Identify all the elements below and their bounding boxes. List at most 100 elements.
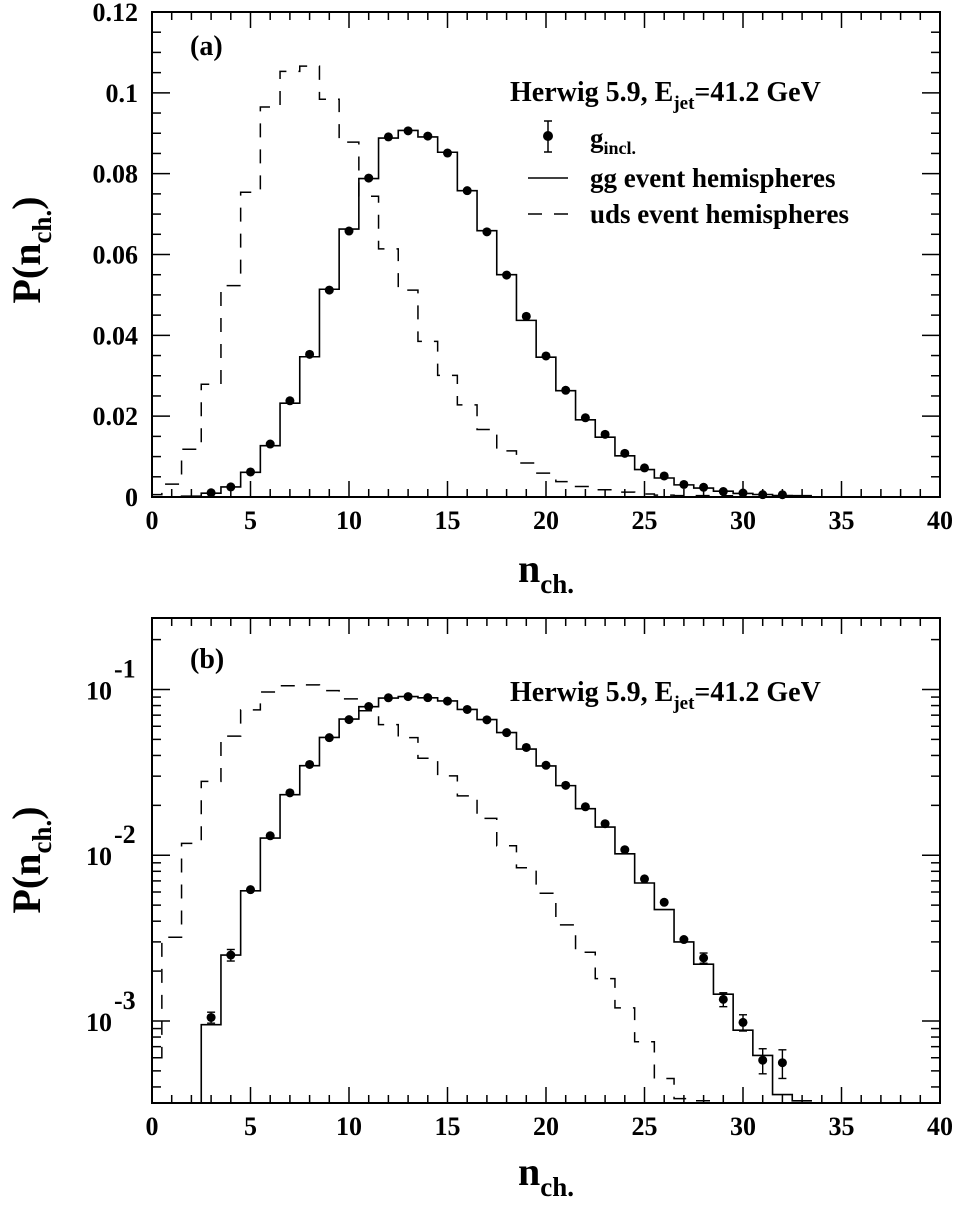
panel-a: 0 5 10 15 20 25 30 35 40 0 0.02 0.04 0.06 0.08 0.1 0.12…: [4, 0, 953, 599]
g-incl-point-b: [600, 819, 610, 829]
g-incl-point-b: [364, 702, 374, 712]
g-incl-point-a: [561, 385, 571, 395]
y-tick-label: 0.02: [93, 402, 139, 431]
legend-label-uds: uds event hemispheres: [590, 199, 849, 229]
g-incl-point-b: [699, 952, 709, 964]
panel-label-b: (b): [190, 644, 224, 675]
g-incl-point-b: [640, 874, 649, 884]
y-axis-title-b: P(nch.): [4, 806, 57, 913]
y-tick-label: 0.06: [93, 241, 139, 270]
g-incl-point-a: [482, 227, 492, 237]
panel-label-a: (a): [190, 31, 223, 62]
x-tick-label: 30: [730, 506, 756, 535]
g-incl-point-b: [324, 733, 334, 743]
g-incl-point-b: [246, 885, 255, 895]
series-b: [151, 684, 812, 1104]
g-incl-point-b: [679, 935, 689, 945]
y-tick-exponent: -3: [114, 986, 136, 1015]
g-incl-point-a: [718, 487, 728, 497]
g-incl-point-b: [226, 948, 236, 962]
x-tick-label: 15: [435, 1112, 461, 1141]
x-tick-label: 20: [533, 506, 559, 535]
x-tick-label: 40: [927, 506, 953, 535]
g-incl-point-a: [324, 285, 334, 295]
ticks-a: 0 5 10 15 20 25 30 35 40 0 0.02 0.04 0.06 0.08 0.1 0.12: [93, 0, 954, 535]
x-axis-title-b: nch.: [518, 1149, 574, 1202]
legend-item-gg: gg event hemispheres: [528, 163, 835, 193]
x-tick-label: 5: [244, 1112, 257, 1141]
y-tick-label: 0: [125, 483, 138, 512]
g-incl-point-b: [206, 1011, 216, 1024]
g-incl-point-a: [206, 488, 216, 498]
g-incl-point-b: [718, 992, 728, 1008]
g-incl-point-a: [462, 186, 472, 196]
g-incl-point-a: [541, 351, 551, 361]
g-incl-point-a: [777, 490, 787, 500]
g-incl-point-a: [620, 448, 630, 458]
g-incl-point-a: [659, 471, 669, 481]
g-incl-point-a: [383, 132, 393, 142]
g-incl-point-b: [482, 715, 492, 725]
x-tick-label: 25: [632, 506, 658, 535]
g-incl-point-b: [403, 692, 413, 702]
x-tick-label: 5: [244, 506, 257, 535]
g-incl-point-a: [738, 488, 748, 498]
y-tick-label: 10: [86, 676, 112, 705]
legend-label-g-incl: gincl.: [590, 123, 636, 158]
y-tick-label: 0.1: [106, 79, 139, 108]
y-tick-label: 0.04: [93, 321, 139, 350]
g-incl-point-a: [640, 463, 649, 473]
legend-label-gg: gg event hemispheres: [590, 163, 835, 193]
g-incl-point-a: [580, 413, 590, 423]
x-tick-label: 0: [146, 1112, 159, 1141]
legend-a: gincl. gg event hemispheres uds event he…: [528, 120, 849, 229]
uds-histogram-a: [151, 65, 734, 497]
legend-item-uds: uds event hemispheres: [528, 199, 849, 229]
x-tick-label: 20: [533, 1112, 559, 1141]
x-tick-label: 30: [730, 1112, 756, 1141]
g-incl-point-b: [423, 693, 433, 703]
g-incl-point-a: [364, 173, 374, 183]
g-incl-point-b: [443, 696, 452, 706]
g-incl-point-b: [777, 1049, 787, 1080]
x-tick-label: 35: [829, 1112, 855, 1141]
g-incl-point-b: [758, 1048, 768, 1075]
g-incl-point-a: [423, 131, 433, 141]
annotation-b: Herwig 5.9, Ejet=41.2 GeV: [510, 677, 821, 714]
g-incl-point-a: [226, 482, 236, 492]
g-incl-point-b: [265, 831, 275, 841]
g-incl-point-b: [561, 780, 571, 790]
g-incl-point-a: [403, 126, 413, 136]
g-incl-point-a: [285, 396, 295, 406]
g-incl-point-b: [659, 897, 669, 907]
g-incl-point-b: [521, 742, 531, 752]
legend-marker-point: [543, 131, 553, 141]
g-incl-point-b: [285, 788, 295, 798]
x-tick-label: 15: [435, 506, 461, 535]
x-axis-title-a: nch.: [518, 546, 574, 599]
x-tick-label: 35: [829, 506, 855, 535]
g-incl-point-a: [246, 467, 255, 477]
series-a: [151, 65, 812, 500]
g-incl-point-b: [580, 802, 590, 812]
gg-histogram-b: [181, 695, 812, 1104]
g-incl-point-b: [502, 728, 512, 738]
y-tick-label: 10: [86, 842, 112, 871]
g-incl-point-b: [738, 1014, 748, 1032]
y-tick-label: 0.08: [93, 160, 139, 189]
annotation-a: Herwig 5.9, Ejet=41.2 GeV: [510, 77, 821, 114]
g-incl-point-b: [305, 759, 315, 769]
g-incl-point-b: [541, 760, 551, 770]
x-tick-label: 40: [927, 1112, 953, 1141]
x-tick-label: 10: [336, 1112, 362, 1141]
g-incl-point-a: [699, 482, 709, 492]
x-tick-label: 10: [336, 506, 362, 535]
legend-item-g-incl: gincl.: [543, 120, 636, 158]
g-incl-point-b: [383, 693, 393, 703]
g-incl-point-a: [443, 148, 452, 158]
y-tick-label: 10: [86, 1008, 112, 1037]
y-tick-exponent: -1: [114, 654, 136, 683]
